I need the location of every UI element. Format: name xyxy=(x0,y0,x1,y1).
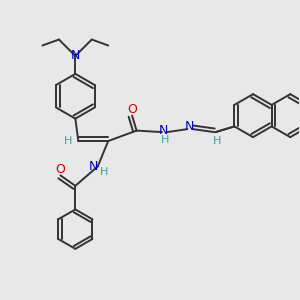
Text: H: H xyxy=(100,167,109,177)
Text: N: N xyxy=(159,124,168,137)
Text: O: O xyxy=(56,163,65,176)
Text: H: H xyxy=(64,136,72,146)
Text: N: N xyxy=(185,120,194,133)
Text: O: O xyxy=(127,103,137,116)
Text: H: H xyxy=(213,136,221,146)
Text: N: N xyxy=(88,160,98,173)
Text: H: H xyxy=(161,135,170,146)
Text: N: N xyxy=(71,50,80,62)
